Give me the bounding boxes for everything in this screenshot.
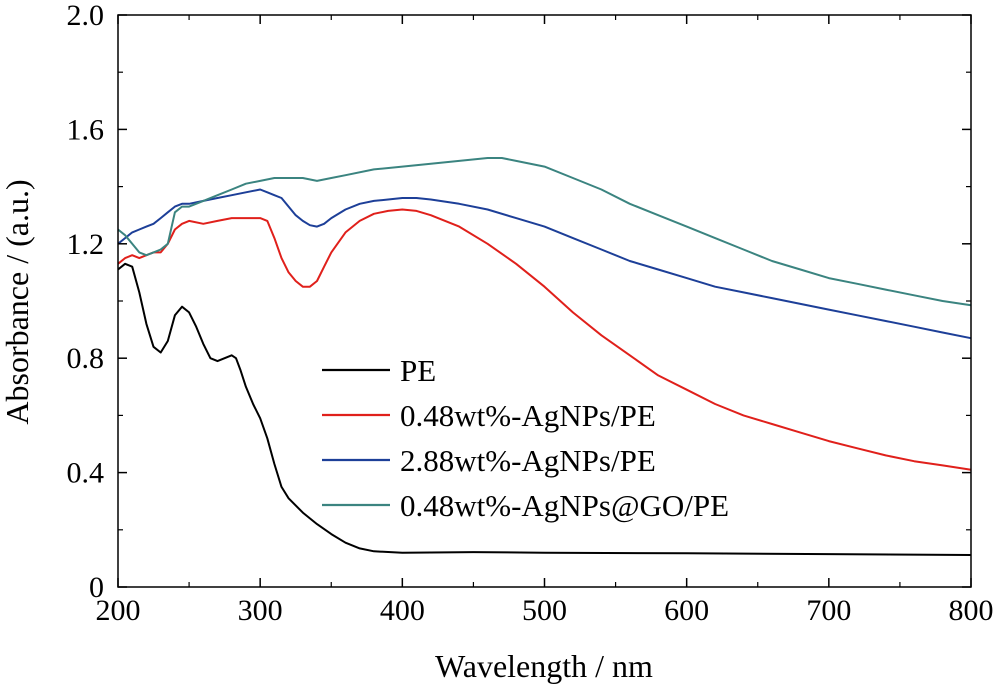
y-tick-label: 0.8 <box>67 342 105 375</box>
x-tick-label: 300 <box>238 594 283 627</box>
x-axis: 200 300 400 500 600 700 800 <box>96 15 994 627</box>
x-tick-label: 800 <box>949 594 994 627</box>
legend-label-2: 2.88wt%-AgNPs/PE <box>400 443 656 478</box>
y-tick-label: 0 <box>89 571 104 604</box>
series-line-3 <box>117 157 972 307</box>
y-axis: 0 0.4 0.8 1.2 1.6 2.0 <box>67 0 971 604</box>
x-tick-label: 700 <box>806 594 851 627</box>
legend-label-1: 0.48wt%-AgNPs/PE <box>400 398 656 433</box>
x-axis-title: Wavelength / nm <box>435 648 653 684</box>
y-tick-label: 1.2 <box>67 228 105 261</box>
x-tick-label: 600 <box>664 594 709 627</box>
legend: PE 0.48wt%-AgNPs/PE 2.88wt%-AgNPs/PE 0.48wt… <box>322 353 729 523</box>
legend-label-3: 0.48wt%-AgNPs@GO/PE <box>400 488 729 523</box>
series-line-0 <box>117 262 972 556</box>
y-tick-label: 0.4 <box>67 457 105 490</box>
series-line-1 <box>117 208 972 471</box>
series-line-2 <box>117 188 972 340</box>
x-tick-label: 400 <box>380 594 425 627</box>
plot-series <box>117 157 972 556</box>
y-tick-label: 1.6 <box>67 113 105 146</box>
x-tick-label: 500 <box>522 594 567 627</box>
x-tick-label: 200 <box>96 594 141 627</box>
y-axis-title: Absorbance / (a.u.) <box>0 179 35 424</box>
y-tick-label: 2.0 <box>67 0 105 32</box>
legend-label-0: PE <box>400 353 436 388</box>
